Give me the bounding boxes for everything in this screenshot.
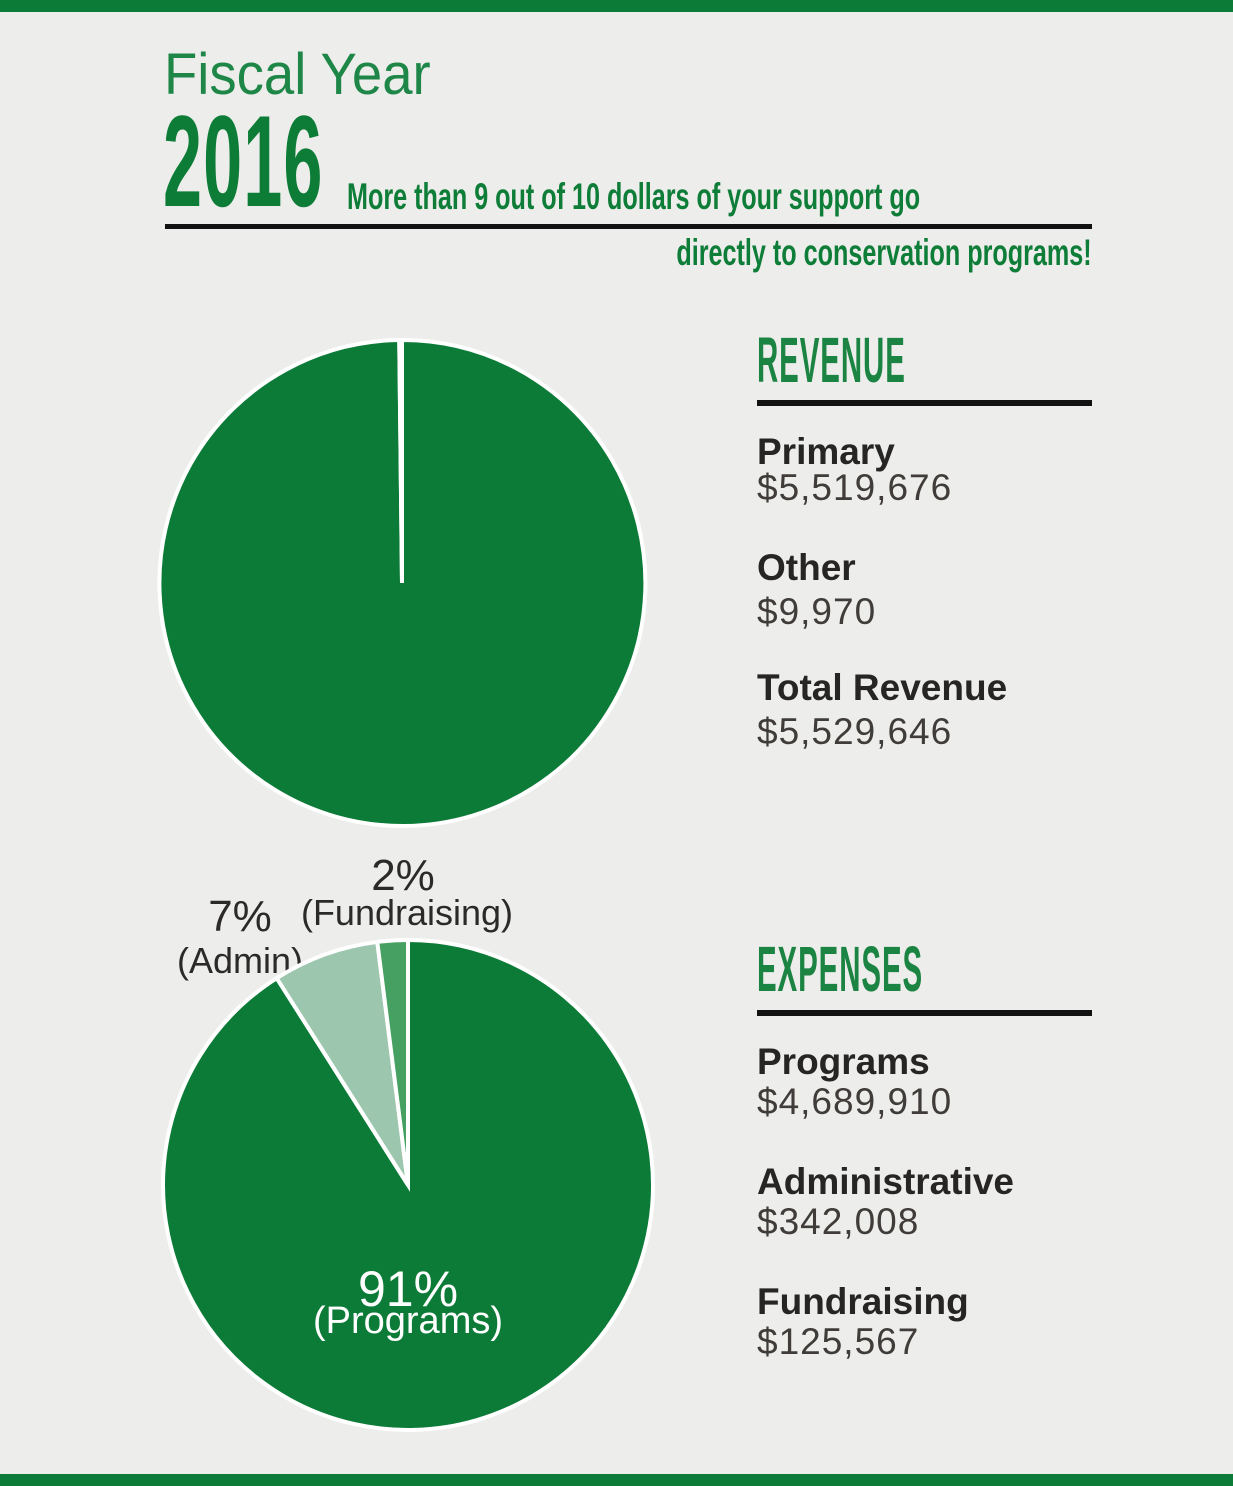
revenue-title-text: REVENUE bbox=[757, 324, 906, 396]
expenses-title-text: EXPENSES bbox=[757, 933, 924, 1005]
fundraising-name-label: (Fundraising) bbox=[300, 892, 514, 933]
admin-name-label: (Admin) bbox=[176, 940, 304, 981]
expenses-item-label: Fundraising bbox=[757, 1281, 969, 1322]
fiscal-year-pretitle: Fiscal Year bbox=[164, 46, 448, 104]
tagline-line-1: More than 9 out of 10 dollars of your su… bbox=[347, 178, 1190, 215]
revenue-item-label: Other bbox=[757, 547, 856, 588]
revenue-item-label: Total Revenue bbox=[757, 667, 1008, 708]
revenue-section-title: REVENUE bbox=[757, 328, 1080, 392]
header-divider-line bbox=[165, 224, 1092, 229]
tagline-line-2-text: directly to conservation programs! bbox=[676, 232, 1092, 273]
fiscal-year-text: Fiscal Year bbox=[164, 42, 431, 107]
revenue-title-underline bbox=[757, 400, 1092, 406]
tagline-line-2: directly to conservation programs! bbox=[481, 234, 1092, 271]
fundraising-percent-label: 2% bbox=[371, 851, 435, 900]
pie-slice-other bbox=[397, 337, 404, 584]
expenses-section-title: EXPENSES bbox=[757, 937, 1118, 1001]
programs-percent-label: 91% bbox=[357, 1261, 459, 1317]
revenue-item-label: Primary bbox=[757, 431, 895, 472]
admin-percent-label: 7% bbox=[208, 892, 272, 941]
expenses-title-underline bbox=[757, 1010, 1092, 1016]
revenue-item-value: $5,529,646 bbox=[757, 711, 953, 752]
pie-slice-fundraising bbox=[375, 937, 410, 1186]
expenses-item-label: Programs bbox=[757, 1041, 930, 1082]
expenses-item-value: $342,008 bbox=[757, 1201, 920, 1242]
top-accent-bar bbox=[0, 0, 1233, 12]
fiscal-year-number: 2016 bbox=[163, 96, 460, 226]
tagline-line-1-text: More than 9 out of 10 dollars of your su… bbox=[347, 176, 921, 217]
bottom-accent-bar bbox=[0, 1474, 1233, 1486]
programs-name-label: (Programs) bbox=[312, 1300, 504, 1342]
expenses-item-label: Administrative bbox=[757, 1161, 1015, 1202]
year-text: 2016 bbox=[163, 88, 324, 234]
expenses-item-value: $125,567 bbox=[757, 1321, 920, 1362]
revenue-item-value: $5,519,676 bbox=[757, 467, 953, 508]
pie-slice-admin bbox=[273, 939, 410, 1187]
revenue-item-value: $9,970 bbox=[757, 591, 877, 632]
expenses-item-value: $4,689,910 bbox=[757, 1081, 953, 1122]
revenue-pie-chart bbox=[157, 337, 648, 828]
expenses-pie-chart bbox=[160, 937, 655, 1432]
